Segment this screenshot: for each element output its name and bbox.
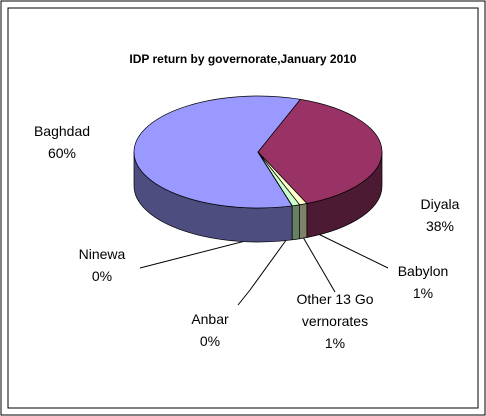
category-label: Diyala [420,196,460,212]
value-label: 0% [199,333,221,349]
slice [257,151,301,207]
slice [133,95,302,209]
category-label: Anbar [191,311,229,327]
chart-title: IDP return by governorate,January 2010 [129,52,357,66]
value-label: 1% [412,285,434,301]
category-label: Babylon [397,263,449,279]
category-label: Ninewa [78,246,126,262]
category-label: Baghdad [33,123,91,139]
value-label: 38% [425,218,455,234]
leader-line [237,231,293,306]
slice-label: Babylon 1% [388,260,458,304]
slice-label: Baghdad 60% [22,120,102,164]
value-label: 1% [324,335,346,351]
slice [257,98,383,204]
slice-label: Anbar 0% [180,308,240,352]
slice-label: Other 13 Governorates 1% [294,288,376,354]
plot-border [7,7,479,409]
value-label: 0% [91,268,113,284]
leader-line [299,231,336,293]
slice-label: Diyala 38% [405,193,475,237]
slice-side [299,203,308,240]
category-label: Other 13 Governorates [296,291,374,329]
slice-label: Ninewa 0% [70,243,134,287]
slice-side [291,204,300,241]
value-label: 60% [47,145,77,161]
pie [133,95,383,243]
